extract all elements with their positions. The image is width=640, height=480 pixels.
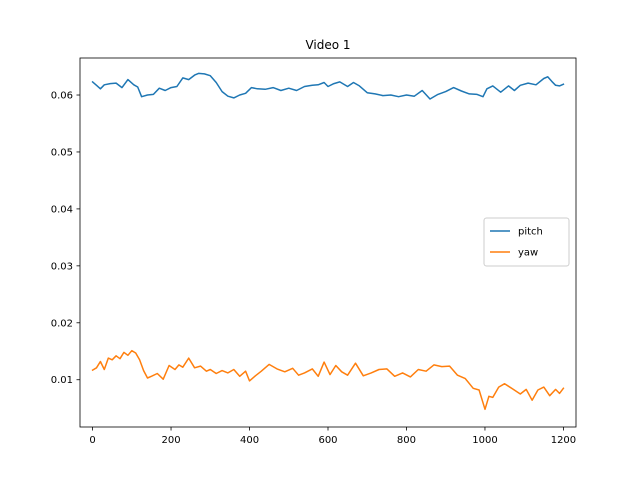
x-tick-label: 400 <box>240 435 259 446</box>
legend: pitch yaw <box>483 217 570 267</box>
series-line-pitch <box>91 72 565 100</box>
x-tick-label: 600 <box>318 435 337 446</box>
x-tick-label: 0 <box>89 435 95 446</box>
x-tick-label: 1200 <box>551 435 576 446</box>
series-line-yaw <box>91 349 565 411</box>
y-tick-label: 0.06 <box>51 91 73 102</box>
x-tick-label: 1000 <box>472 435 497 446</box>
y-tick-label: 0.03 <box>51 261 73 272</box>
y-tick-label: 0.02 <box>51 318 73 329</box>
legend-label-pitch: pitch <box>518 227 543 238</box>
y-tick-label: 0.04 <box>51 204 73 215</box>
legend-label-yaw: yaw <box>518 248 538 259</box>
legend-box <box>483 217 570 267</box>
y-tick-label: 0.05 <box>51 147 73 158</box>
axes-layer: 0 200 400 600 800 1000 1200 0.01 0.02 0.03 0.04 0.0… <box>51 57 577 446</box>
y-tick-label: 0.01 <box>51 375 73 386</box>
chart-title: Video 1 <box>305 38 350 52</box>
series-layer <box>91 72 565 411</box>
x-tick-label: 200 <box>161 435 180 446</box>
x-tick-label: 800 <box>397 435 416 446</box>
